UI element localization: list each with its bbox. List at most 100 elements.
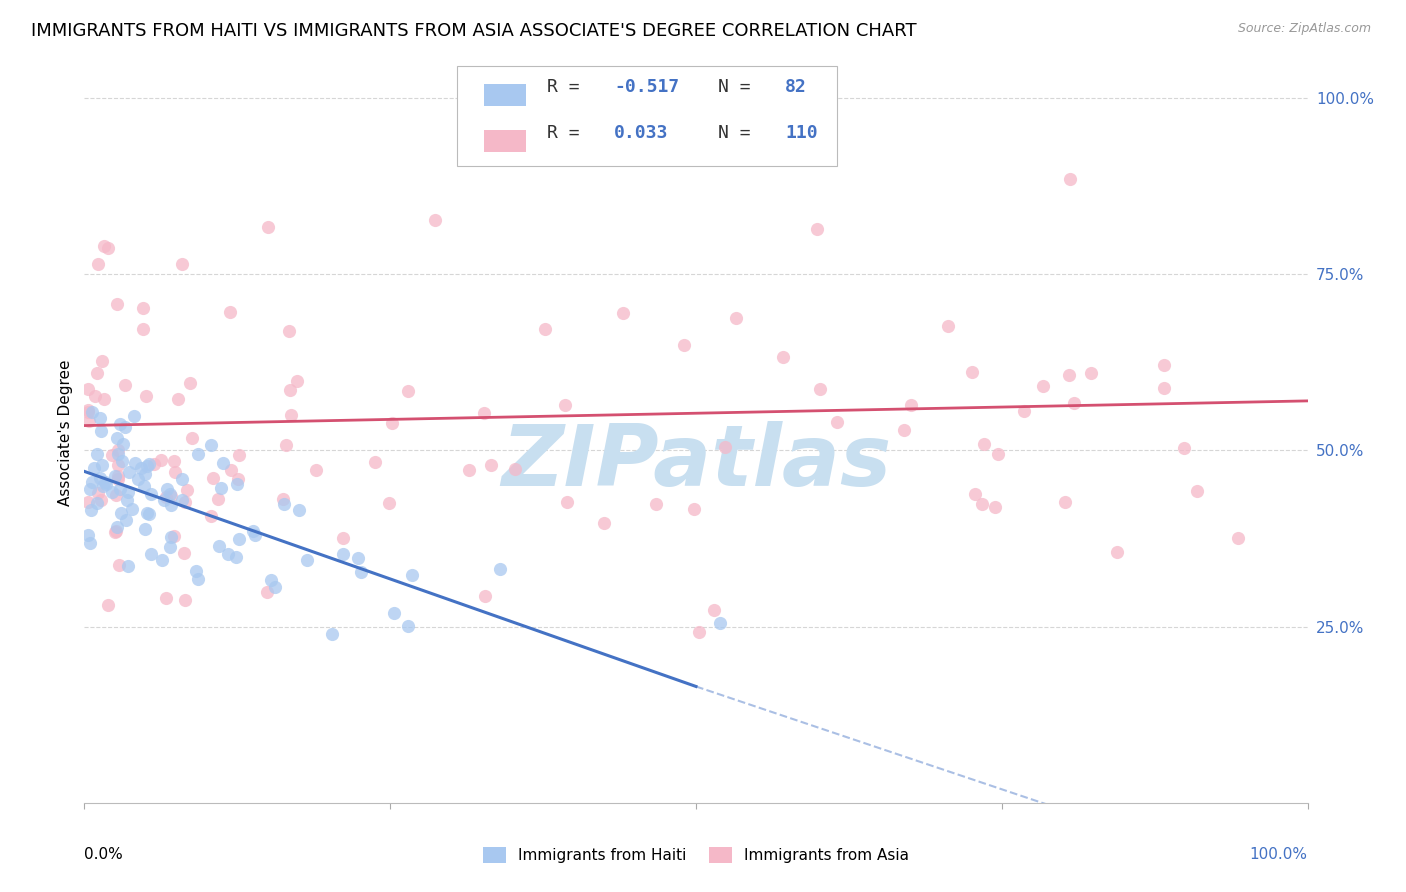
Point [893,423,915,437]
Point [1054,495,1077,509]
Point [808,383,831,397]
Point [117,559,139,574]
Point [219,463,242,477]
Point [972,497,994,511]
Point [209,481,232,495]
Point [1012,404,1035,418]
Point [97,241,120,255]
Point [149,452,172,467]
Point [612,306,634,320]
Point [77,405,100,419]
Point [170,256,193,270]
Point [77,382,100,396]
Point [288,502,311,516]
Point [479,458,502,472]
Point [207,492,229,507]
Point [104,468,127,483]
Point [1057,368,1080,383]
Point [127,472,149,486]
Point [200,438,222,452]
Point [278,324,301,338]
Point [105,431,128,445]
Y-axis label: Associate's Degree: Associate's Degree [58,359,73,506]
Point [139,486,162,500]
Point [714,440,737,454]
Point [176,483,198,497]
Point [280,408,302,422]
Point [186,565,208,579]
Point [242,524,264,539]
Point [984,500,1007,515]
Point [243,528,266,542]
Point [163,465,186,479]
Point [129,460,152,475]
Point [105,519,128,533]
Point [121,501,143,516]
Point [987,447,1010,461]
Point [217,547,239,561]
Point [167,392,190,406]
Point [118,466,141,480]
Point [138,508,160,522]
Point [472,406,495,420]
Point [1153,381,1175,395]
Point [256,584,278,599]
Text: 0.033: 0.033 [614,124,668,142]
Point [1153,358,1175,372]
Point [673,337,696,351]
Text: N =: N = [718,78,762,95]
Point [458,463,481,477]
Point [104,524,127,539]
Point [225,549,247,564]
Point [396,384,419,399]
Point [593,516,616,530]
Point [136,459,159,474]
Point [1080,366,1102,380]
Point [186,446,208,460]
Point [107,447,129,461]
Point [1107,545,1129,559]
Point [93,392,115,406]
Point [91,479,114,493]
Point [825,415,848,429]
Point [132,322,155,336]
Point [489,562,512,576]
Point [107,473,129,487]
Point [79,483,101,497]
Point [90,424,112,438]
Point [134,467,156,481]
Point [122,409,145,423]
Point [273,498,295,512]
FancyBboxPatch shape [484,84,526,106]
Point [77,528,100,542]
Point [936,319,959,334]
Point [160,499,183,513]
Point [503,462,526,476]
Point [271,492,294,507]
Point [180,431,202,445]
Point [143,457,166,471]
Point [155,490,177,504]
Point [86,495,108,509]
Point [963,487,986,501]
Point [115,492,138,507]
Point [554,398,576,412]
Point [77,403,100,417]
Point [350,566,373,580]
Point [425,213,447,227]
Point [332,532,354,546]
Point [1032,378,1054,392]
Point [973,437,995,451]
Point [89,471,111,485]
Point [163,453,186,467]
Point [163,529,186,543]
Point [160,489,183,503]
Text: IMMIGRANTS FROM HAITI VS IMMIGRANTS FROM ASIA ASSOCIATE'S DEGREE CORRELATION CHA: IMMIGRANTS FROM HAITI VS IMMIGRANTS FROM… [31,22,917,40]
Point [111,437,134,451]
Point [709,616,731,631]
Point [724,311,747,326]
Point [364,455,387,469]
Point [105,297,128,311]
Point [80,475,103,490]
Point [260,573,283,587]
